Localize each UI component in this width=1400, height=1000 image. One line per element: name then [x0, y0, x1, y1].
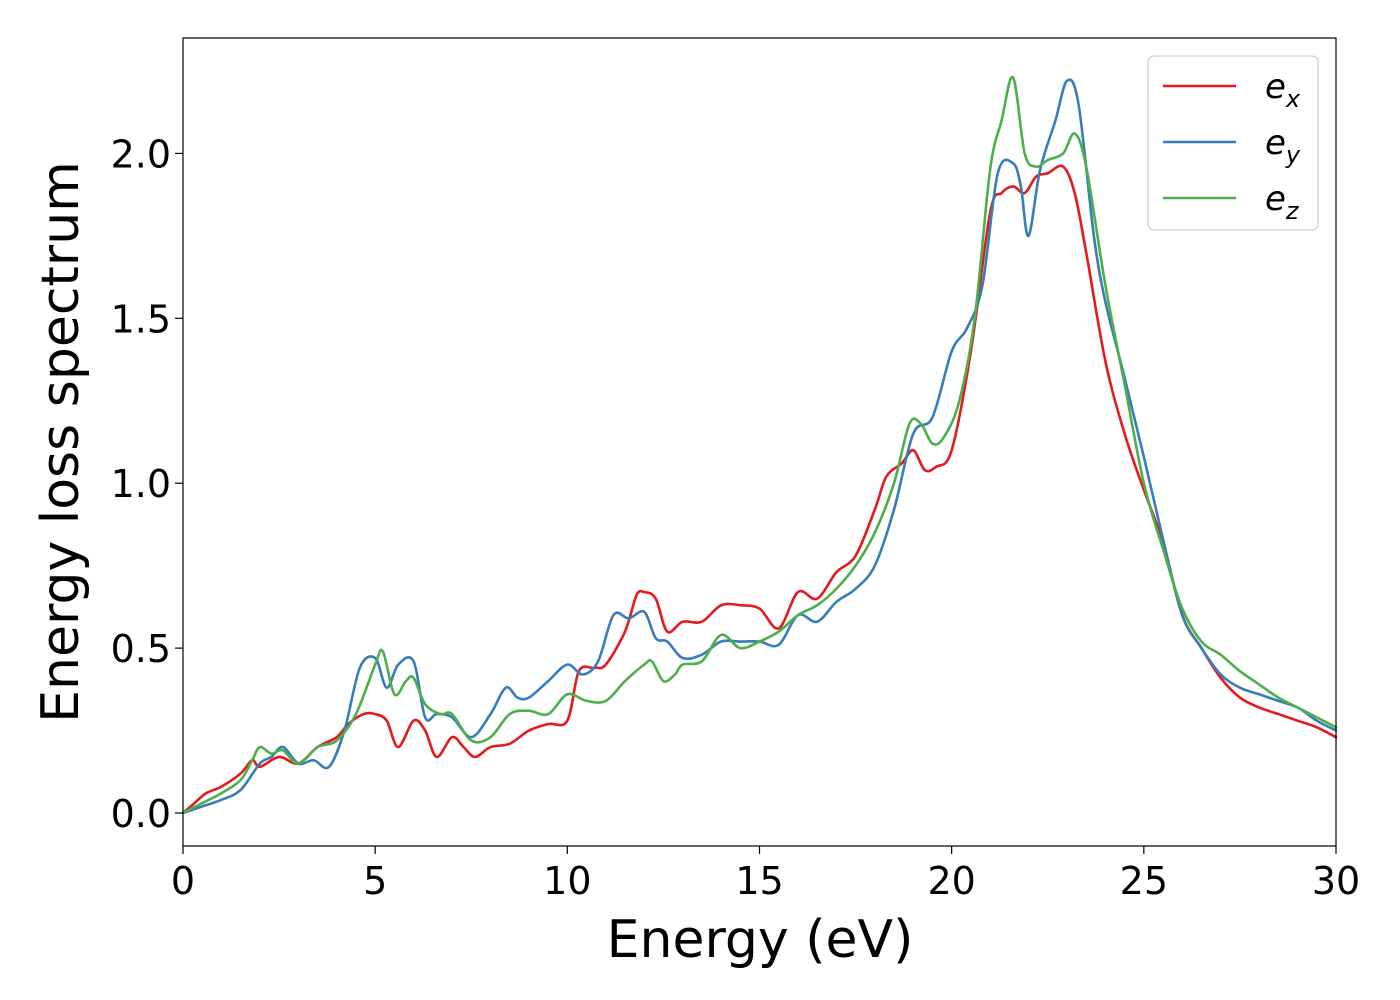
y-tick-label: 0.5 [111, 627, 171, 671]
y-axis-title: Energy loss spectrum [31, 161, 91, 723]
x-tick-label: 10 [543, 859, 591, 903]
legend-label-y: ey [1265, 123, 1301, 169]
x-axis-title: Energy (eV) [607, 910, 914, 970]
x-tick-label: 15 [735, 859, 783, 903]
x-tick-label: 20 [927, 859, 975, 903]
plot-area [183, 38, 1336, 846]
series-line-z [181, 75, 1338, 815]
legend-label-subscript: x [1285, 85, 1301, 113]
x-tick-label: 30 [1312, 859, 1360, 903]
legend-label-subscript: y [1285, 141, 1301, 169]
legend-label-x: ex [1265, 67, 1301, 113]
series-line-y [181, 78, 1338, 815]
legend-label-subscript: z [1285, 197, 1300, 225]
legend-label-base: e [1265, 67, 1286, 107]
y-tick-label: 1.0 [111, 462, 171, 506]
x-axis: 0 5 10 15 20 25 30 [171, 846, 1360, 903]
legend-label-z: ez [1265, 179, 1300, 225]
series-line-x [181, 164, 1338, 815]
y-tick-label: 0.0 [111, 792, 171, 836]
x-tick-label: 0 [171, 859, 195, 903]
y-tick-label: 1.5 [111, 297, 171, 341]
series-layer [181, 75, 1338, 815]
legend-label-base: e [1265, 179, 1286, 219]
x-tick-label: 25 [1120, 859, 1168, 903]
x-tick-label: 5 [363, 859, 387, 903]
legend-label-base: e [1265, 123, 1286, 163]
y-axis: 0.0 0.5 1.0 1.5 2.0 [111, 132, 183, 836]
y-tick-label: 2.0 [111, 132, 171, 176]
